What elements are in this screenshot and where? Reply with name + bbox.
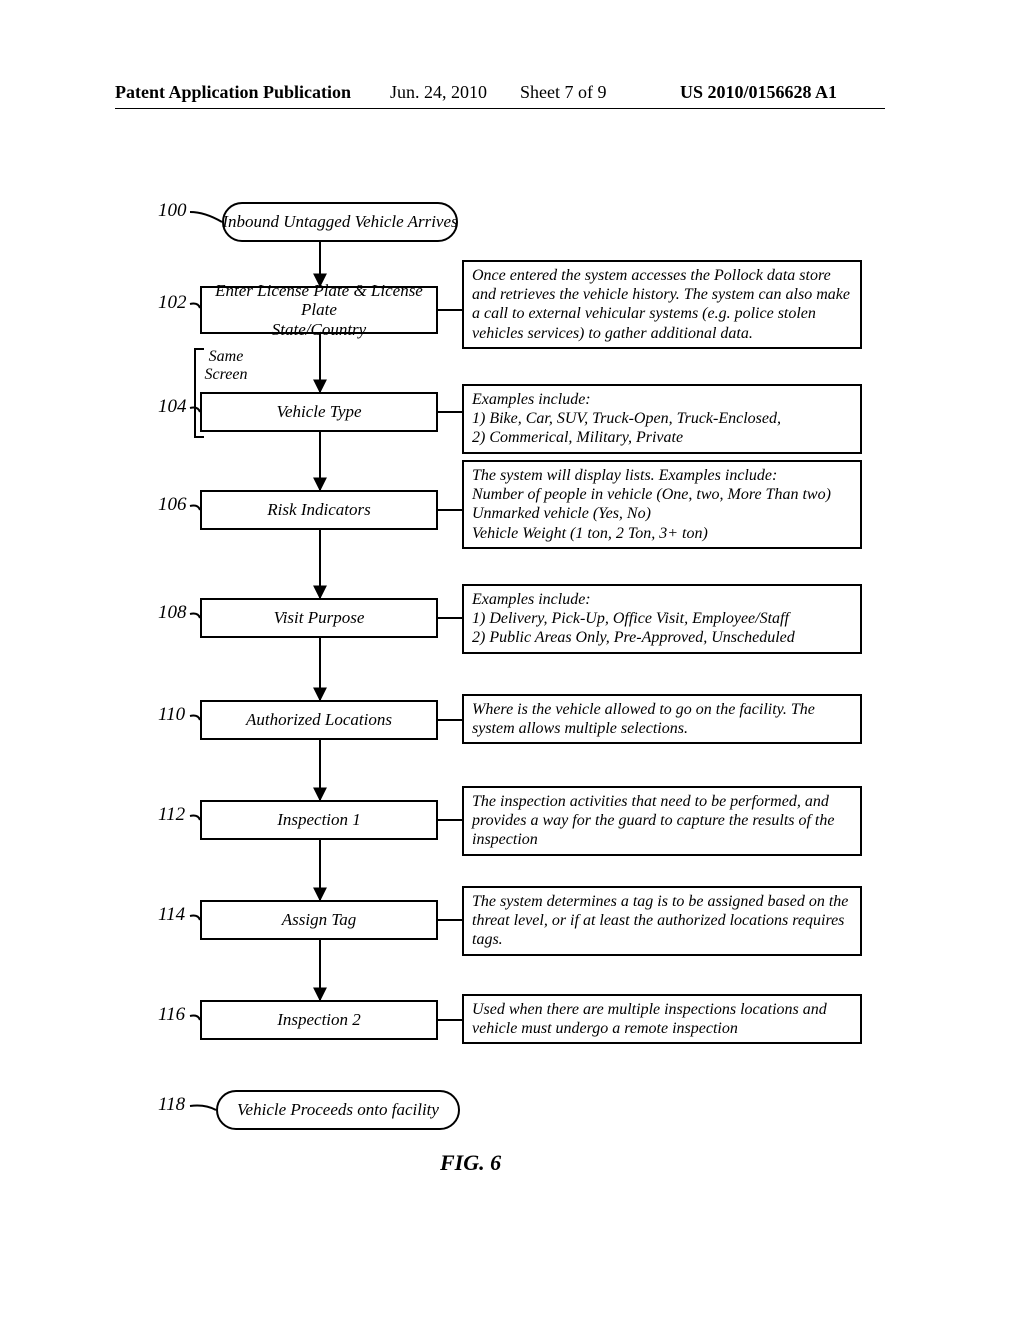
- annot-106: The system will display lists. Examples …: [462, 460, 862, 549]
- process-110: Authorized Locations: [200, 700, 438, 740]
- connectors-overlay: [0, 0, 1024, 1320]
- header-sheet: Sheet 7 of 9: [520, 82, 606, 103]
- header-rule: [115, 108, 885, 109]
- annot-108: Examples include: 1) Delivery, Pick-Up, …: [462, 584, 862, 654]
- ref-104: 104: [158, 396, 187, 418]
- annot-114: The system determines a tag is to be ass…: [462, 886, 862, 956]
- annot-116: Used when there are multiple inspections…: [462, 994, 862, 1044]
- annot-104: Examples include: 1) Bike, Car, SUV, Tru…: [462, 384, 862, 454]
- process-116: Inspection 2: [200, 1000, 438, 1040]
- annot-102: Once entered the system accesses the Pol…: [462, 260, 862, 349]
- annot-114-text: The system determines a tag is to be ass…: [472, 893, 848, 948]
- annot-116-text: Used when there are multiple inspections…: [472, 1001, 827, 1037]
- process-104-label: Vehicle Type: [276, 402, 361, 422]
- process-102-label: Enter License Plate & License Plate Stat…: [210, 281, 428, 340]
- annot-102-text: Once entered the system accesses the Pol…: [472, 267, 850, 342]
- annot-104-text: Examples include: 1) Bike, Car, SUV, Tru…: [472, 391, 781, 446]
- ref-108: 108: [158, 602, 187, 624]
- terminator-start-label: Inbound Untagged Vehicle Arrives: [222, 212, 457, 232]
- ref-112: 112: [158, 804, 185, 826]
- process-110-label: Authorized Locations: [246, 710, 392, 730]
- process-106: Risk Indicators: [200, 490, 438, 530]
- ref-116: 116: [158, 1004, 185, 1026]
- process-116-label: Inspection 2: [277, 1010, 361, 1030]
- header-date: Jun. 24, 2010: [390, 82, 487, 103]
- annot-110-text: Where is the vehicle allowed to go on th…: [472, 701, 815, 737]
- figure-caption: FIG. 6: [440, 1150, 501, 1176]
- terminator-end-label: Vehicle Proceeds onto facility: [237, 1100, 439, 1120]
- ref-114: 114: [158, 904, 185, 926]
- annot-110: Where is the vehicle allowed to go on th…: [462, 694, 862, 744]
- header-docnum: US 2010/0156628 A1: [680, 82, 837, 103]
- process-106-label: Risk Indicators: [267, 500, 370, 520]
- annot-112: The inspection activities that need to b…: [462, 786, 862, 856]
- annot-112-text: The inspection activities that need to b…: [472, 793, 834, 848]
- process-114: Assign Tag: [200, 900, 438, 940]
- process-112-label: Inspection 1: [277, 810, 361, 830]
- process-112: Inspection 1: [200, 800, 438, 840]
- ref-102: 102: [158, 292, 187, 314]
- ref-106: 106: [158, 494, 187, 516]
- terminator-start: Inbound Untagged Vehicle Arrives: [222, 202, 458, 242]
- process-108-label: Visit Purpose: [274, 608, 365, 628]
- ref-110: 110: [158, 704, 185, 726]
- terminator-end: Vehicle Proceeds onto facility: [216, 1090, 460, 1130]
- process-104: Vehicle Type: [200, 392, 438, 432]
- header-publication: Patent Application Publication: [115, 82, 351, 103]
- page: Patent Application Publication Jun. 24, …: [0, 0, 1024, 1320]
- same-screen-label: Same Screen: [196, 348, 256, 383]
- process-102: Enter License Plate & License Plate Stat…: [200, 286, 438, 334]
- ref-100: 100: [158, 200, 187, 222]
- annot-106-text: The system will display lists. Examples …: [472, 467, 831, 542]
- process-114-label: Assign Tag: [282, 910, 356, 930]
- process-108: Visit Purpose: [200, 598, 438, 638]
- ref-118: 118: [158, 1094, 185, 1116]
- annot-108-text: Examples include: 1) Delivery, Pick-Up, …: [472, 591, 795, 646]
